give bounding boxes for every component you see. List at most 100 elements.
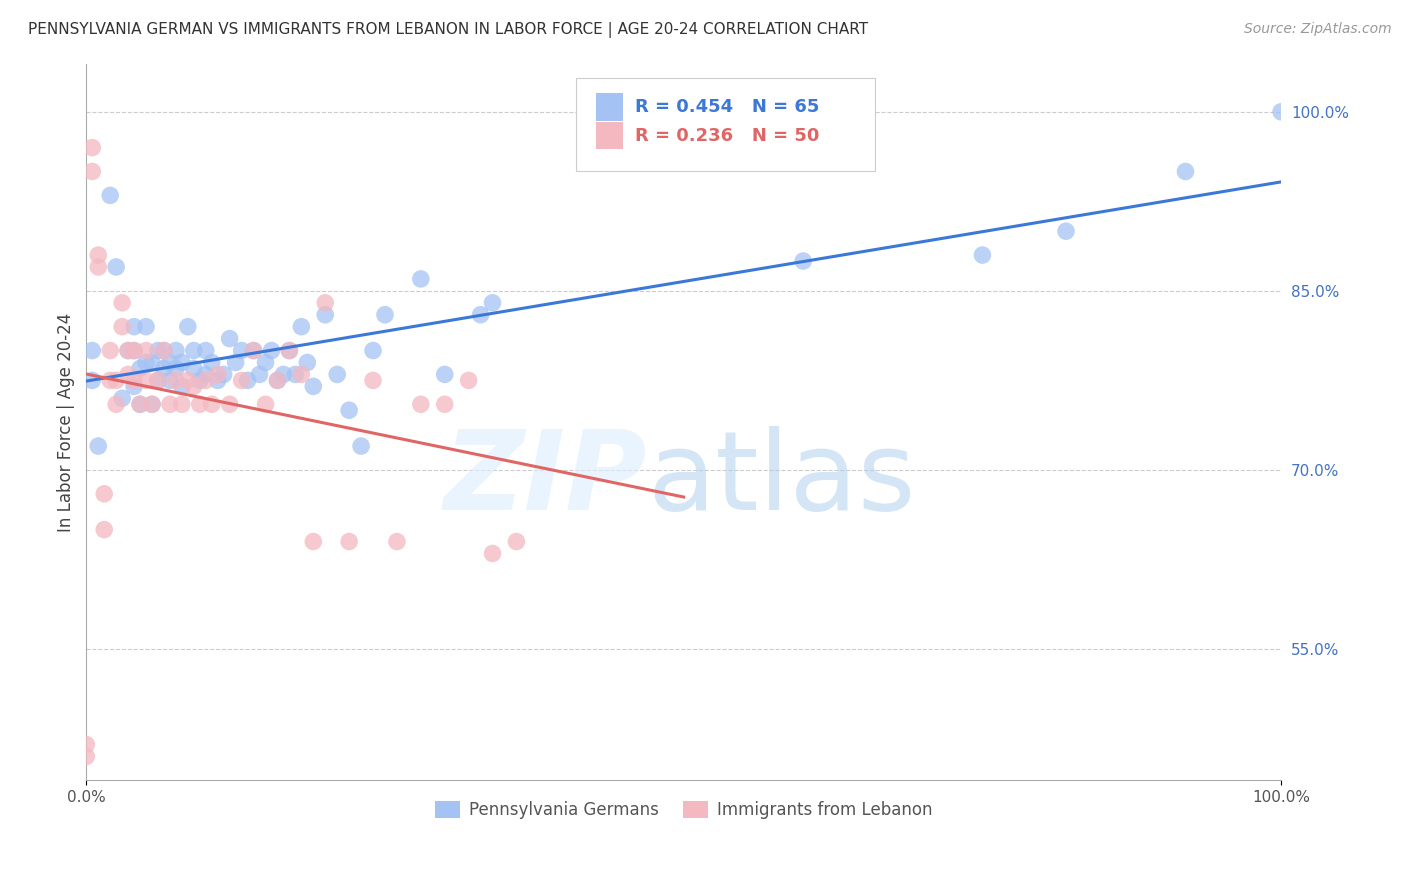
Point [129, 361, 152, 376]
Point [111, 295, 134, 310]
Point [361, 343, 384, 358]
Point [117, 343, 139, 358]
Point [278, 343, 301, 358]
Point [122, 379, 145, 393]
Point [326, 368, 349, 382]
Point [194, 368, 217, 382]
Point [337, 403, 360, 417]
Point [207, 373, 229, 387]
Point [135, 343, 157, 358]
Point [122, 343, 145, 358]
Point [111, 319, 134, 334]
Point [409, 272, 432, 286]
Point [249, 368, 271, 382]
Point [792, 254, 814, 268]
Point [146, 373, 169, 387]
Text: Source: ZipAtlas.com: Source: ZipAtlas.com [1244, 22, 1392, 37]
Point [141, 397, 163, 411]
Point [361, 373, 384, 387]
Point [111, 392, 134, 406]
Point [153, 343, 176, 358]
Point [231, 343, 253, 358]
Text: ZIP: ZIP [444, 426, 648, 533]
Point [278, 343, 301, 358]
Bar [596, 122, 623, 149]
Point [350, 439, 373, 453]
Point [266, 373, 288, 387]
Point [218, 397, 240, 411]
Point [1270, 104, 1292, 119]
Point [82, 373, 104, 387]
Point [177, 319, 200, 334]
Point [105, 397, 128, 411]
Point [231, 373, 253, 387]
Point [505, 534, 527, 549]
Point [153, 361, 176, 376]
Point [470, 308, 492, 322]
Point [212, 368, 235, 382]
Point [98, 373, 121, 387]
Point [82, 164, 104, 178]
Text: R = 0.454   N = 65: R = 0.454 N = 65 [634, 98, 820, 116]
Point [129, 397, 152, 411]
Point [183, 379, 205, 393]
Point [87, 260, 110, 274]
Point [290, 368, 312, 382]
Point [201, 355, 224, 369]
Point [170, 355, 193, 369]
Point [98, 188, 121, 202]
Point [207, 368, 229, 382]
Point [75, 749, 97, 764]
Point [122, 343, 145, 358]
Point [314, 308, 336, 322]
Point [82, 140, 104, 154]
Point [433, 397, 456, 411]
Point [337, 534, 360, 549]
Point [433, 368, 456, 382]
Point [117, 368, 139, 382]
Point [201, 397, 224, 411]
Point [385, 534, 408, 549]
Point [302, 534, 325, 549]
Point [225, 355, 247, 369]
Point [218, 332, 240, 346]
Point [290, 319, 312, 334]
Point [105, 260, 128, 274]
Point [170, 397, 193, 411]
Point [122, 373, 145, 387]
Point [481, 547, 503, 561]
Point [117, 343, 139, 358]
Point [194, 343, 217, 358]
Point [87, 439, 110, 453]
Point [153, 343, 176, 358]
Point [314, 295, 336, 310]
Point [146, 373, 169, 387]
Point [135, 319, 157, 334]
Text: atlas: atlas [648, 426, 917, 533]
Point [273, 368, 295, 382]
Point [165, 343, 187, 358]
Point [284, 368, 307, 382]
Point [122, 319, 145, 334]
Point [75, 738, 97, 752]
Y-axis label: In Labor Force | Age 20-24: In Labor Force | Age 20-24 [58, 312, 75, 532]
Point [972, 248, 994, 262]
Point [177, 373, 200, 387]
Point [141, 397, 163, 411]
Point [159, 373, 181, 387]
Point [159, 355, 181, 369]
Point [302, 379, 325, 393]
Point [165, 361, 187, 376]
Point [266, 373, 288, 387]
Point [135, 373, 157, 387]
Point [188, 397, 211, 411]
Point [183, 343, 205, 358]
Text: R = 0.236   N = 50: R = 0.236 N = 50 [634, 127, 820, 145]
Point [188, 373, 211, 387]
Point [409, 397, 432, 411]
Point [236, 373, 259, 387]
Point [98, 343, 121, 358]
Point [165, 373, 187, 387]
Point [194, 373, 217, 387]
Point [254, 397, 277, 411]
